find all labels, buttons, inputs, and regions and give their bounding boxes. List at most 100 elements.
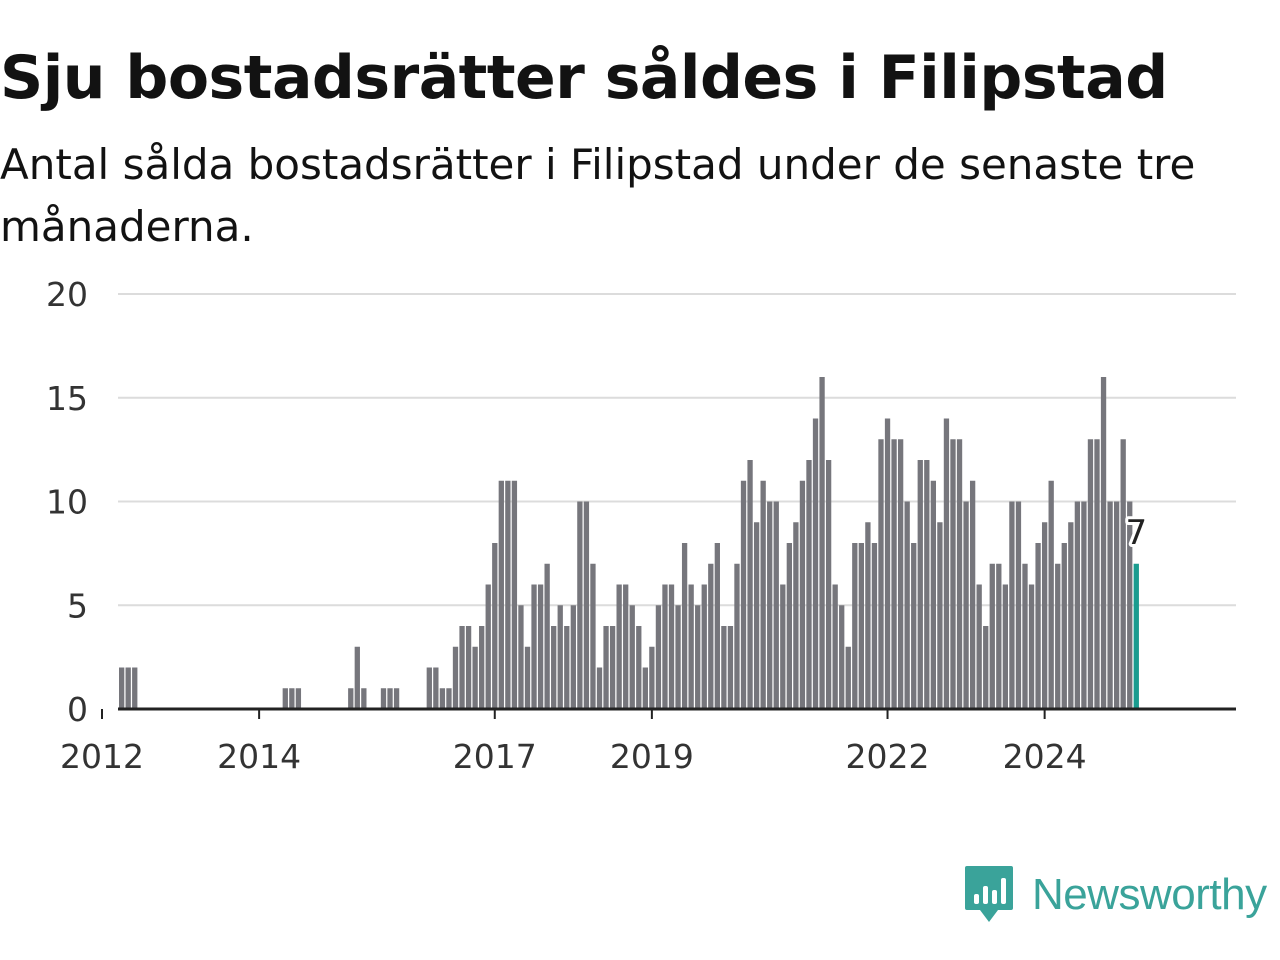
bar [780,584,786,709]
bar [1087,439,1094,709]
brand-logo: Newsworthy [964,864,1267,926]
bar [1055,563,1061,709]
y-tick-label: 15 [46,379,88,418]
bar [727,626,734,709]
bar [537,584,544,709]
bar [950,439,956,709]
bar [361,688,367,709]
bar [557,605,563,709]
bar [479,626,485,709]
bar [688,584,694,709]
bar [1048,480,1054,709]
newsworthy-logo-icon [965,866,1013,922]
bar [1113,501,1120,709]
bar [812,418,819,709]
bar [1009,501,1015,709]
bar [1081,501,1087,709]
bar [1074,501,1081,709]
last-value-label: 7 [1125,513,1147,553]
bar [1120,439,1126,709]
bar [518,605,524,709]
bar [943,418,950,709]
bar [1061,543,1067,709]
bar [793,522,799,709]
bar [1094,439,1100,709]
bar [583,501,590,709]
bar [642,667,648,709]
bar [387,688,393,709]
bar [465,626,472,709]
bar [911,543,917,709]
bar [295,688,302,709]
highlighted-bar [1133,563,1139,709]
bar [1002,584,1009,709]
bar [577,501,583,709]
x-tick-label: 2014 [217,737,301,776]
bar [884,418,891,709]
bar [668,584,675,709]
bar [459,626,465,709]
bar [753,522,760,709]
bar [492,543,498,709]
bar [1068,522,1074,709]
bar [708,563,714,709]
y-tick-label: 0 [67,690,88,729]
bar [498,480,504,709]
bar [675,605,681,709]
y-tick-label: 5 [67,586,88,625]
bar [662,584,668,709]
bar [969,480,976,709]
bar [289,688,295,709]
bar [924,460,930,709]
bar [446,688,452,709]
chart-title: Sju bostadsrätter såldes i Filipstad [0,43,1168,113]
bar [531,584,537,709]
bar [976,584,982,709]
bar [806,460,812,709]
bar [524,646,531,709]
bar [891,439,897,709]
bar [1028,584,1035,709]
bar [930,480,937,709]
bar [825,460,832,709]
bar [511,480,518,709]
bar [544,563,550,709]
bar [937,522,943,709]
bar [551,626,557,709]
bar [839,605,845,709]
bar-chart: 0 5 10 15 20 2012 2014 2017 2019 2022 2024 7 [46,275,1236,776]
y-tick-label: 10 [46,483,88,522]
x-tick-label: 2022 [846,737,930,776]
x-tick-label: 2012 [60,737,144,776]
bar [956,439,963,709]
bar [996,563,1002,709]
bar [629,605,635,709]
x-tick-label: 2017 [453,737,537,776]
bar [649,646,655,709]
bar [695,605,701,709]
bar [799,480,806,709]
bar [904,501,910,709]
bar [616,584,622,709]
bar [603,626,609,709]
bar [452,646,459,709]
bar [852,543,858,709]
chart-subtitle: Antal sålda bostadsrätter i Filipstad un… [0,140,1196,251]
bar [897,439,904,709]
bar [747,460,753,709]
bar [701,584,707,709]
bar [505,480,511,709]
bar [609,626,616,709]
bar [858,543,864,709]
bar [1041,522,1048,709]
bar [393,688,400,709]
bar [681,543,688,709]
bar [767,501,773,709]
bar [845,646,851,709]
bar [282,688,288,709]
bar [1127,501,1133,709]
bar [989,563,995,709]
bar [832,584,838,709]
bar [917,460,923,709]
bar [564,626,570,709]
